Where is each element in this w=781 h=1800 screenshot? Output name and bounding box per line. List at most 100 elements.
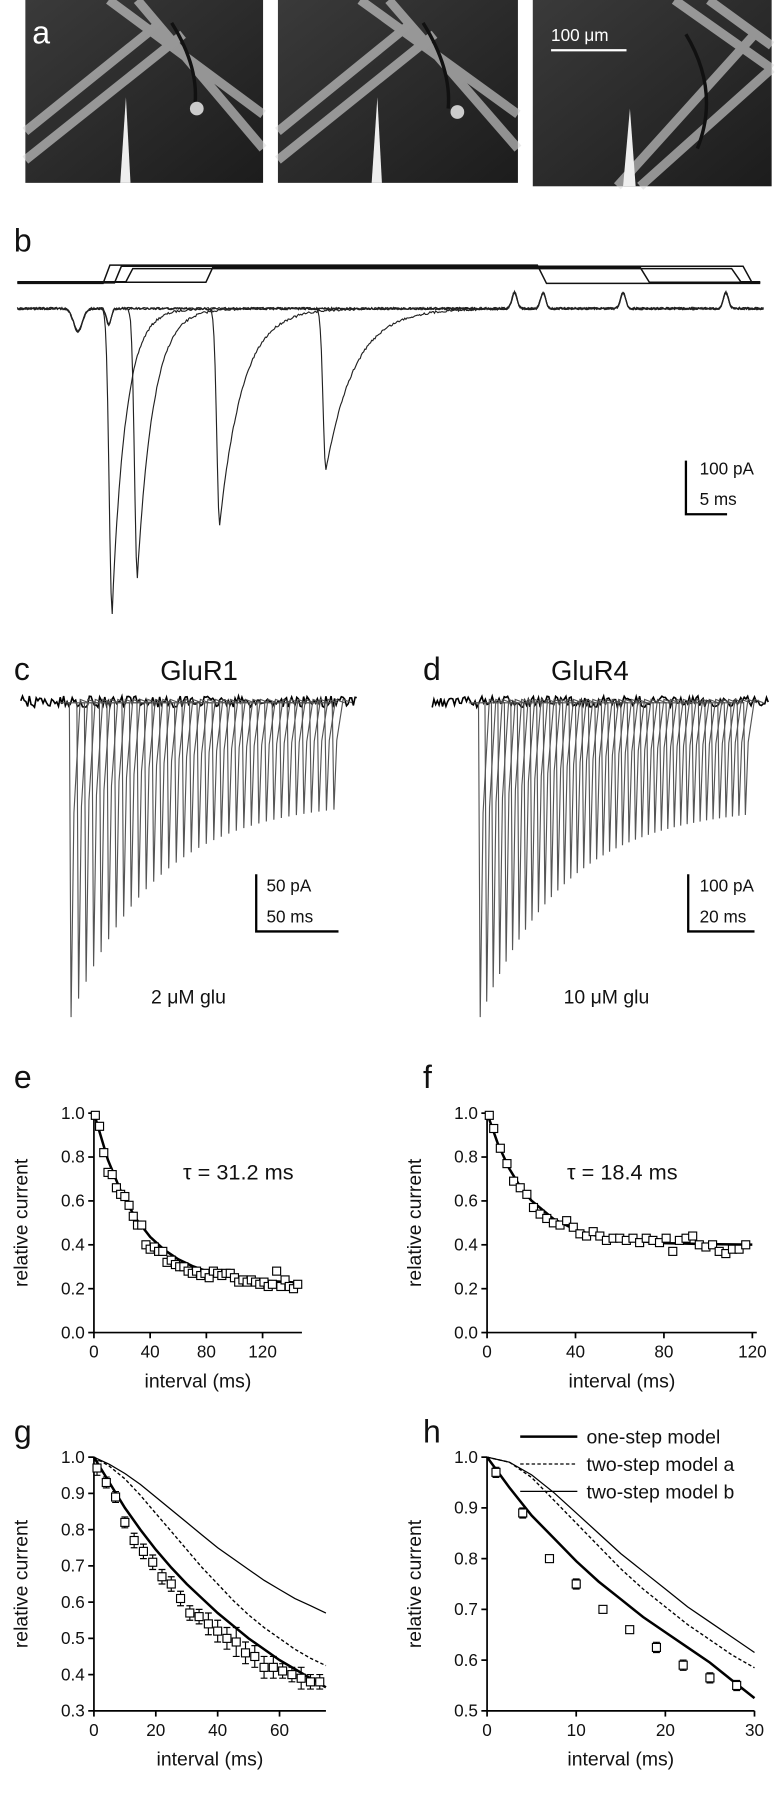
y-tick-label: 0.7 — [61, 1556, 85, 1576]
data-point — [272, 1266, 282, 1276]
data-point — [668, 1246, 678, 1256]
model-curve — [93, 1456, 327, 1667]
data-point — [101, 1477, 111, 1488]
y-axis-label: relative current — [404, 1519, 426, 1648]
data-point — [651, 1642, 662, 1652]
baseline-trace — [20, 693, 357, 710]
x-tick-label: 10 — [567, 1720, 586, 1740]
x-tick-label: 30 — [745, 1720, 764, 1740]
current-traces — [431, 693, 769, 1018]
data-point — [138, 1546, 148, 1556]
y-tick-label: 0.6 — [454, 1650, 478, 1670]
x-tick-label: 0 — [482, 1720, 492, 1740]
y-tick-label: 0.2 — [61, 1278, 85, 1298]
data-point — [99, 1148, 109, 1158]
chart: f 0.0 0.2 0.4 0.6 0.8 1.0 0 40 80 120 interval (ms)… — [404, 1059, 767, 1392]
data-point — [111, 1492, 121, 1502]
x-tick-label: 40 — [566, 1342, 585, 1362]
baseline-trace — [431, 693, 769, 710]
y-axis-label: relative current — [11, 1519, 33, 1648]
current-trace — [17, 290, 764, 470]
y-tick-label: 0.6 — [61, 1592, 85, 1612]
step-trace — [17, 266, 761, 284]
x-tick-label: 20 — [656, 1720, 675, 1740]
y-tick-label: 0.5 — [61, 1628, 85, 1648]
data-point — [562, 1216, 572, 1226]
condition-note: 2 μM glu — [151, 986, 226, 1008]
y-tick-label: 0.3 — [61, 1701, 85, 1721]
current-trace — [17, 290, 764, 579]
legend-label: two-step model a — [587, 1454, 735, 1476]
x-tick-label: 20 — [146, 1720, 165, 1740]
data-point — [222, 1633, 232, 1643]
data-point — [231, 1637, 241, 1647]
annotation: τ = 31.2 ms — [183, 1159, 294, 1184]
x-tick-label: 60 — [270, 1720, 289, 1740]
y-tick-label: 0.4 — [61, 1664, 85, 1684]
micrograph — [275, 0, 522, 183]
x-tick-label: 80 — [654, 1342, 673, 1362]
data-point — [293, 1279, 303, 1289]
y-tick-label: 0.0 — [454, 1322, 478, 1342]
scale-bar — [684, 460, 728, 516]
data-point — [484, 1110, 494, 1120]
legend-label: one-step model — [587, 1426, 721, 1448]
data-point — [528, 1202, 539, 1213]
data-point — [544, 1554, 555, 1564]
y-axis-label: relative current — [11, 1158, 33, 1287]
data-point — [259, 1662, 269, 1672]
chart: g 0.3 0.4 0.5 0.6 0.7 0.8 0.9 1.0 0 20 40 60 interval… — [11, 1413, 327, 1771]
chart: e 0.0 0.2 0.4 0.6 0.8 1.0 0 40 80 120 interval (ms)… — [11, 1059, 303, 1392]
x-tick-label: 0 — [89, 1342, 99, 1362]
data-point — [240, 1648, 251, 1658]
data-point — [90, 1110, 100, 1120]
data-point — [120, 1191, 130, 1202]
data-point — [305, 1677, 316, 1687]
y-tick-label: 0.9 — [454, 1498, 478, 1518]
scale-bar-label: 50 ms — [267, 906, 314, 926]
data-point — [661, 1233, 671, 1243]
legend-label: two-step model b — [587, 1481, 735, 1503]
scale-bar-label: 100 μm — [551, 25, 608, 45]
current-traces — [20, 693, 357, 1018]
data-point — [568, 1222, 578, 1232]
x-tick-label: 120 — [738, 1342, 767, 1362]
y-axis-label: relative current — [404, 1158, 426, 1287]
y-tick-label: 0.0 — [61, 1322, 85, 1342]
panel-label: d — [423, 651, 441, 687]
y-tick-label: 0.4 — [454, 1235, 478, 1255]
model-curve — [486, 1456, 755, 1669]
data-point — [124, 1200, 134, 1210]
y-tick-label: 1.0 — [454, 1103, 478, 1123]
data-point — [107, 1170, 117, 1180]
model-curve — [486, 1456, 755, 1653]
annotation: τ = 18.4 ms — [567, 1159, 678, 1184]
y-tick-label: 1.0 — [61, 1447, 85, 1467]
data-point — [94, 1121, 105, 1131]
current-trace — [16, 290, 764, 526]
data-point — [175, 1593, 186, 1604]
step-trace — [17, 267, 761, 283]
data-point — [129, 1535, 139, 1546]
x-tick-label: 80 — [197, 1342, 216, 1362]
y-tick-label: 1.0 — [61, 1103, 85, 1123]
data-point — [571, 1579, 581, 1589]
micrograph — [22, 0, 267, 183]
panel-label: c — [14, 651, 30, 687]
panel-label: f — [423, 1059, 432, 1095]
current-trace — [322, 698, 353, 810]
model-curve — [92, 1456, 327, 1689]
data-point — [598, 1604, 608, 1614]
data-point — [688, 1231, 698, 1241]
data-point — [137, 1220, 147, 1230]
data-point — [267, 1279, 277, 1289]
scale-bar-label: 50 pA — [267, 875, 312, 895]
scale-bar-label: 20 ms — [700, 906, 747, 926]
data-point — [92, 1463, 102, 1473]
data-point — [120, 1517, 130, 1527]
data-point — [166, 1579, 176, 1589]
y-tick-label: 0.8 — [61, 1519, 85, 1539]
panel-label: b — [14, 222, 32, 258]
